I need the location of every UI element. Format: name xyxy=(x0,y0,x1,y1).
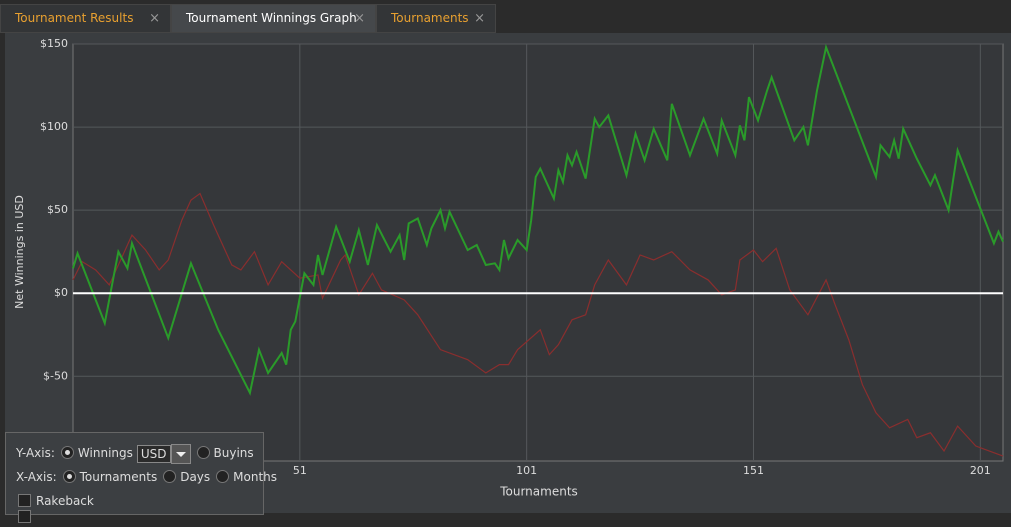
y-tick-label: $100 xyxy=(40,120,68,133)
series-line xyxy=(72,192,1004,457)
tab-label: Tournament Results xyxy=(15,11,134,25)
series-line xyxy=(72,43,1004,396)
radio[interactable] xyxy=(216,470,230,483)
x-axis-label: Tournaments xyxy=(499,485,578,499)
label: Winnings xyxy=(77,446,133,460)
x-tick-label: 151 xyxy=(743,464,764,477)
close-icon[interactable]: × xyxy=(354,11,365,26)
label: Days xyxy=(180,470,211,484)
y-tick-label: $50 xyxy=(47,203,68,216)
x-tick-label: 201 xyxy=(970,464,991,477)
label: Rakeback xyxy=(36,494,94,508)
tab[interactable]: Tournament Results × xyxy=(0,4,171,33)
close-icon[interactable]: × xyxy=(474,11,485,26)
tab-bar: Tournament Results × Tournament Winnings … xyxy=(0,0,1011,33)
checkbox-row xyxy=(16,507,36,527)
x-tick-label: 101 xyxy=(516,464,537,477)
radio[interactable] xyxy=(163,470,177,483)
radio[interactable] xyxy=(62,470,76,483)
currency-select[interactable]: USD xyxy=(136,444,171,463)
checkbox-row: Rakeback xyxy=(16,491,94,511)
y-axis-label: Net Winnings in USD xyxy=(13,195,26,309)
label: Buyins xyxy=(213,446,254,460)
label: Y-Axis: xyxy=(16,446,55,460)
options-panel: Y-Axis: Winnings USD Buyins X-Axis: Tourname… xyxy=(5,432,277,523)
dropdown-arrow[interactable] xyxy=(170,443,191,464)
y-axis-row: Y-Axis: Winnings USD Buyins xyxy=(16,443,254,464)
y-tick-label: $-50 xyxy=(43,369,68,382)
checkbox[interactable] xyxy=(18,510,31,523)
x-tick-label: 51 xyxy=(293,464,307,477)
close-icon[interactable]: × xyxy=(149,11,160,26)
label: X-Axis: xyxy=(16,470,57,484)
label: Tournaments xyxy=(79,470,158,484)
tab[interactable]: Tournament Winnings Graph × xyxy=(171,4,376,33)
plot-area xyxy=(72,43,1004,462)
x-axis-row: X-Axis: Tournaments Days Months xyxy=(16,467,277,487)
label: Months xyxy=(233,470,278,484)
tab-label: Tournament Winnings Graph xyxy=(186,11,357,25)
tab[interactable]: Tournaments × xyxy=(376,4,496,33)
checkbox[interactable] xyxy=(18,494,31,507)
tab-label: Tournaments xyxy=(391,11,469,25)
radio[interactable] xyxy=(60,446,74,459)
y-tick-label: $0 xyxy=(54,286,68,299)
y-tick-label: $150 xyxy=(40,37,68,50)
radio[interactable] xyxy=(196,446,210,459)
